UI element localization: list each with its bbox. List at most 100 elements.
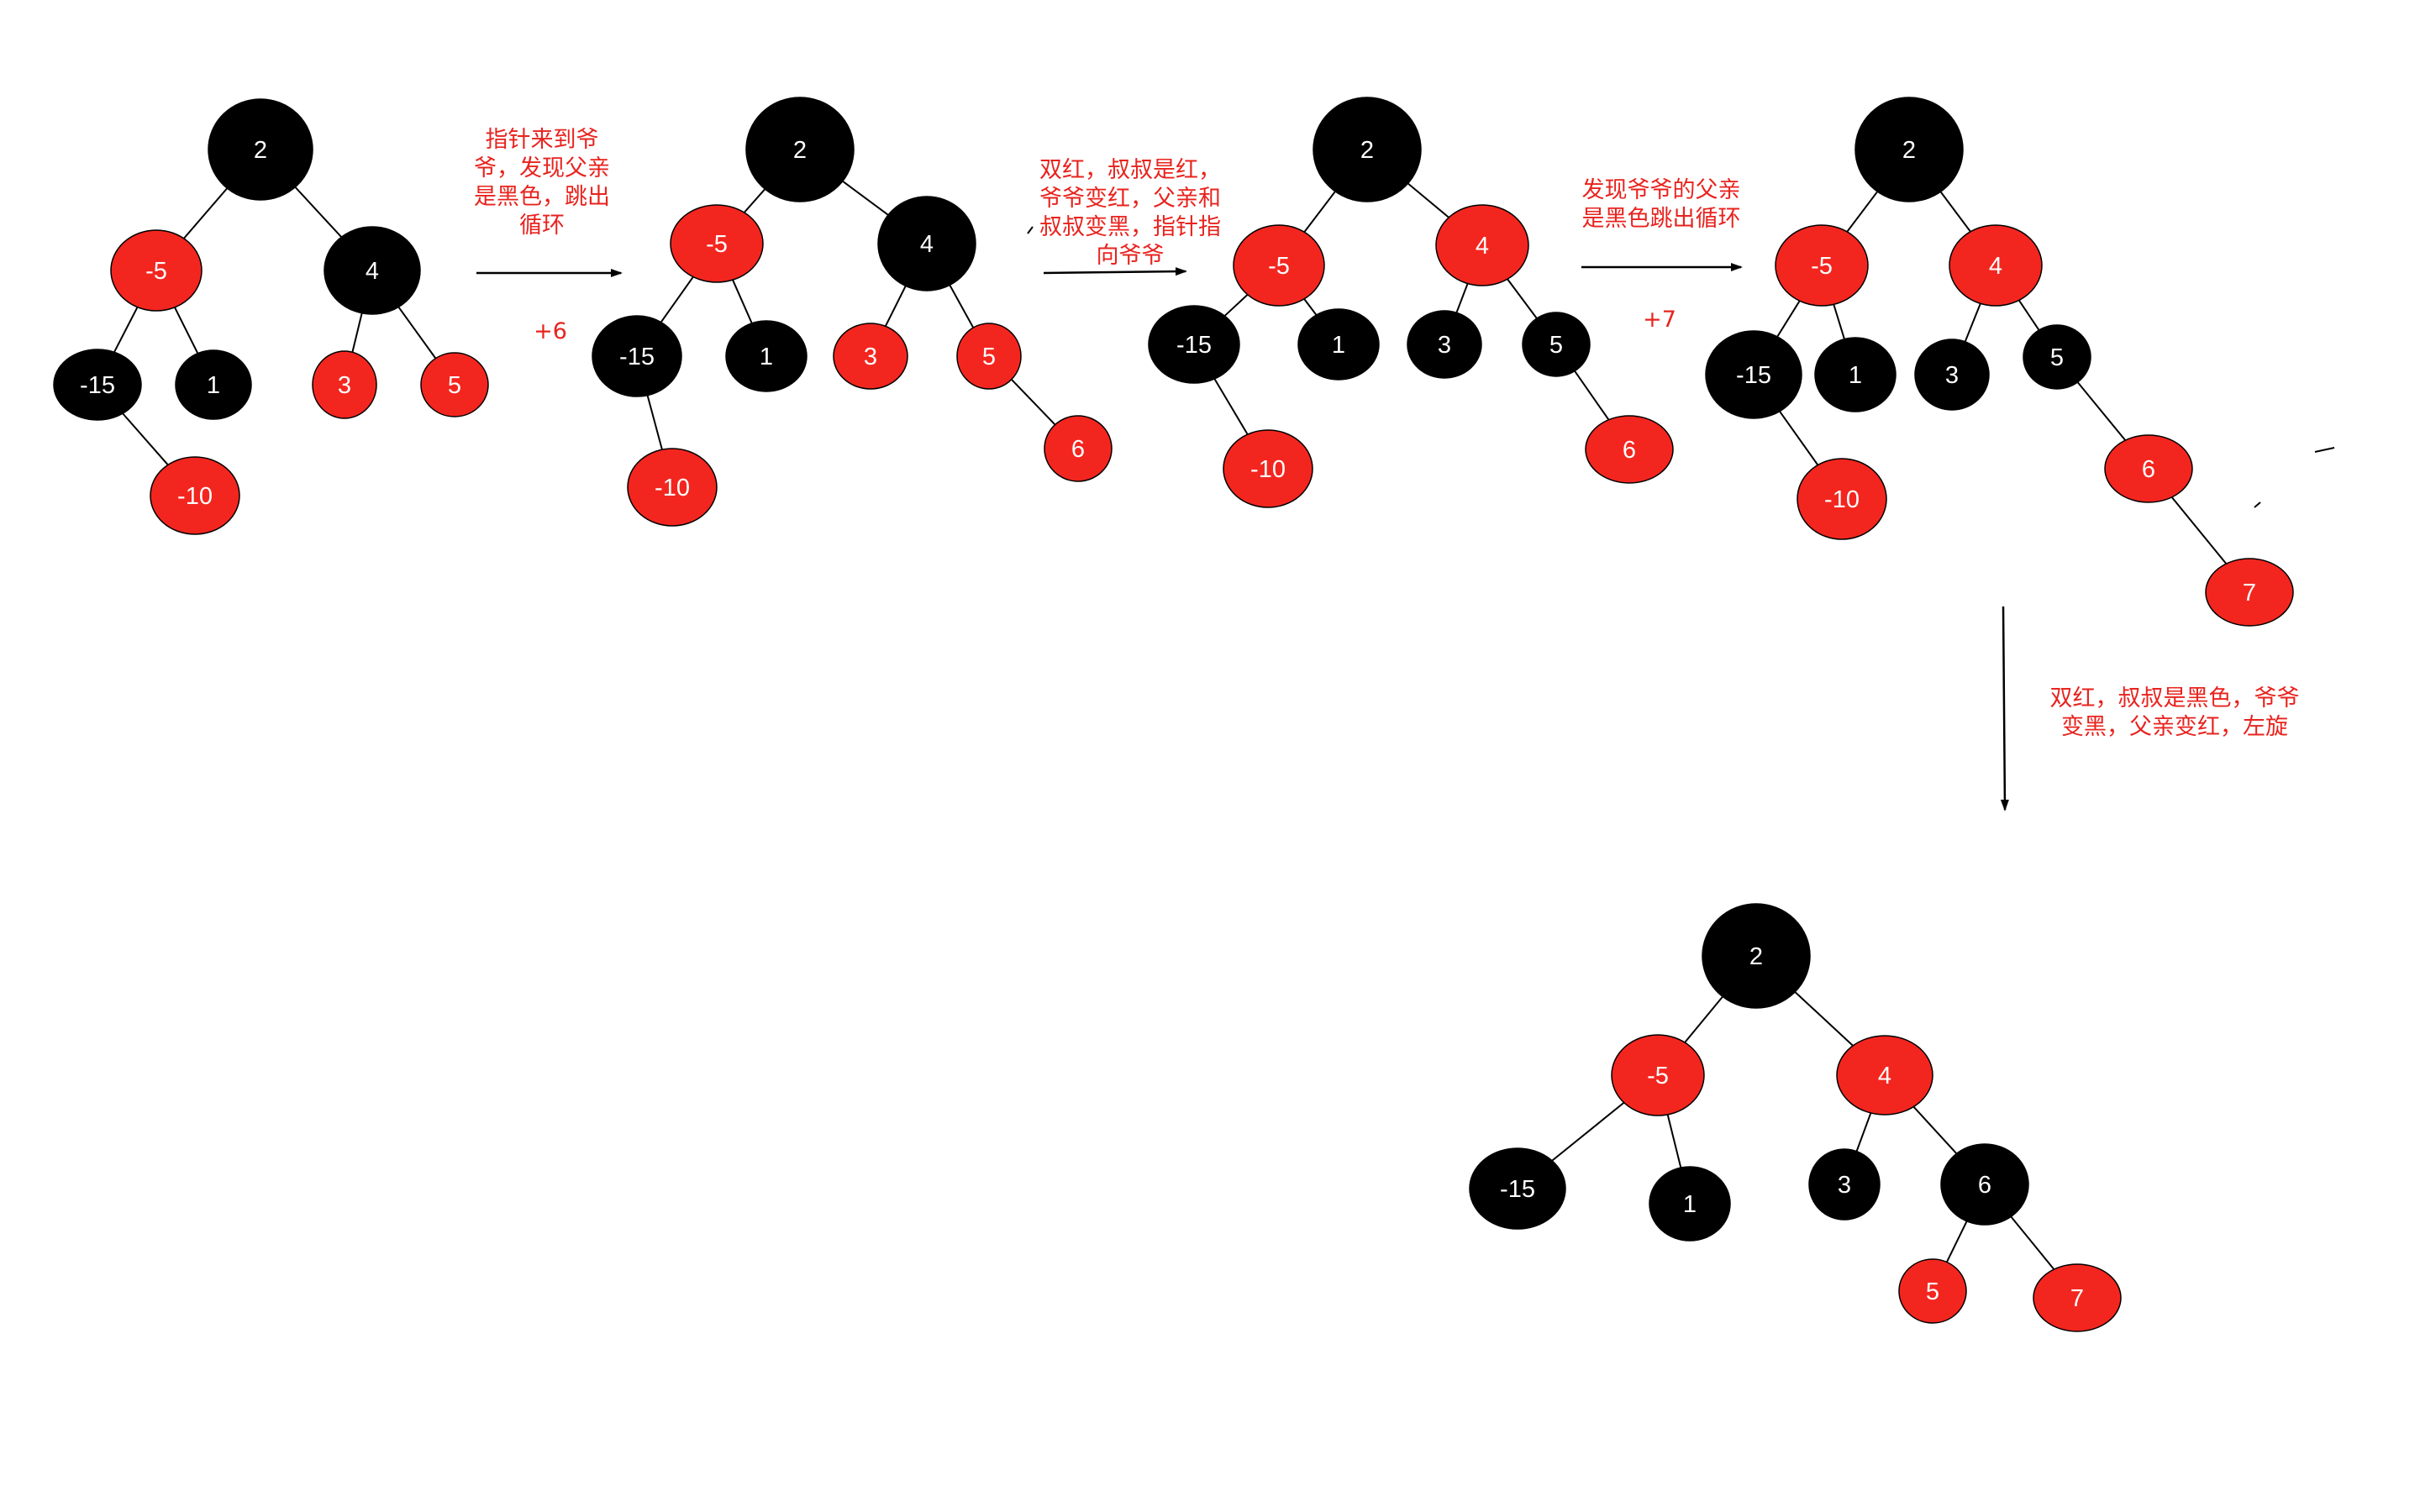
tree-3-edge-n-5-n-15 <box>1223 293 1249 317</box>
tree-2: 2 -5 4 -15 1 3 5 -10 6 <box>592 97 1113 527</box>
tree-4-edge-n-5-n-15 <box>1776 300 1801 338</box>
insert-7-label: +7 <box>1643 307 1676 333</box>
tree-4-node-n-10: -10 <box>1797 458 1887 540</box>
tree-3-edge-n-15-n-10 <box>1213 378 1249 435</box>
stray-mark-1 <box>1027 226 1034 234</box>
tree-4-node-label-n-5: -5 <box>1811 253 1833 280</box>
tree-2-node-circle-n3 <box>833 323 908 390</box>
tree-2-node-label-n6: 6 <box>1071 436 1085 463</box>
tree-4-node-n-5: -5 <box>1775 224 1869 307</box>
tree-3-node-n4: 4 <box>1435 204 1529 286</box>
tree-2-node-label-n5: 5 <box>982 344 996 370</box>
tree-5-edge-n6-n5 <box>1945 1221 1968 1263</box>
tree-3-edge-n2-n-5 <box>1303 191 1336 233</box>
tree-1-edge-n4-n5 <box>397 306 437 360</box>
tree-4-node-n1: 1 <box>1814 337 1897 412</box>
tree-1-edge-n-5-n1 <box>174 307 199 354</box>
stray-mark-2 <box>2314 447 2335 453</box>
tree-5-node-circle-n2 <box>1702 903 1811 1009</box>
step1-line-3: 是黑色，跳出 <box>474 184 610 210</box>
tree-4-edge-n4-n5 <box>2018 299 2040 331</box>
tree-5-node-n7: 7 <box>2033 1263 2122 1332</box>
step4-line-2: 变黑，父亲变红，左旋 <box>2061 714 2288 740</box>
step3-line-1: 发现爷爷的父亲 <box>1581 177 1741 203</box>
tree-2-node-label-n4: 4 <box>920 231 934 258</box>
tree-4-node-circle-n5 <box>2023 324 2091 390</box>
tree-5-node-n1: 1 <box>1649 1166 1731 1242</box>
tree-5-node-circle-n-5 <box>1611 1034 1705 1116</box>
tree-2-node-n-5: -5 <box>670 204 764 283</box>
tree-2-node-circle-n1 <box>725 320 808 392</box>
tree-4-node-n2: 2 <box>1854 97 1964 202</box>
step4-note: 双红，叔叔是黑色，爷爷 变黑，父亲变红，左旋 <box>2032 685 2317 742</box>
tree-1: 2 -5 4 -15 1 3 5 -10 <box>53 98 489 535</box>
tree-5-node-circle-n7 <box>2033 1263 2122 1332</box>
tree-3-edge-n5-n6 <box>1574 370 1610 421</box>
tree-1-node-label-n5: 5 <box>448 372 461 399</box>
tree-4-edge-n5-n6 <box>2076 381 2127 441</box>
tree-3-node-label-n2: 2 <box>1360 137 1374 164</box>
tree-4-node-label-n-15: -15 <box>1736 362 1771 389</box>
tree-4-node-n-15: -15 <box>1705 330 1802 419</box>
tree-4-node-circle-n-5 <box>1775 224 1869 307</box>
tree-1-node-n-15: -15 <box>53 349 142 421</box>
tree-5-node-circle-n1 <box>1649 1166 1731 1242</box>
step2-line-4: 向爷爷 <box>1096 243 1165 269</box>
tree-3-node-label-n1: 1 <box>1332 332 1345 359</box>
tree-1-node-n1: 1 <box>175 349 252 420</box>
tree-5-node-label-n-5: -5 <box>1647 1063 1669 1089</box>
tree-1-node-circle-n3 <box>312 350 377 419</box>
tree-2-node-n3: 3 <box>833 323 908 390</box>
tree-1-edge-n4-n3 <box>351 312 363 353</box>
step4-line-1: 双红，叔叔是黑色，爷爷 <box>2049 685 2300 711</box>
tree-4-node-circle-n-15 <box>1705 330 1802 419</box>
tree-3-node-label-n4: 4 <box>1476 233 1489 260</box>
tree-1-node-circle-n-15 <box>53 349 142 421</box>
tree-4-edge-n-5-n1 <box>1833 304 1845 339</box>
tree-3-node-n-5: -5 <box>1233 224 1325 307</box>
tree-2-node-n-15: -15 <box>592 315 682 397</box>
tree-4-edge-n4-n3 <box>1964 302 1981 343</box>
tree-4-node-circle-n2 <box>1854 97 1964 202</box>
tree-2-node-circle-n5 <box>956 323 1022 390</box>
tree-1-node-label-n-10: -10 <box>177 483 213 510</box>
tree-4-node-n6: 6 <box>2104 434 2193 503</box>
tree-3-node-circle-n3 <box>1407 310 1482 379</box>
tree-2-node-label-n3: 3 <box>864 344 877 370</box>
tree-2-node-circle-n-10 <box>627 448 718 527</box>
tree-3-node-circle-n6 <box>1585 415 1674 484</box>
tree-2-node-label-n-15: -15 <box>619 344 655 370</box>
tree-5-node-n5: 5 <box>1898 1258 1967 1324</box>
tree-3-node-n2: 2 <box>1313 97 1422 202</box>
tree-2-edge-n2-n-5 <box>743 188 766 213</box>
tree-2-node-circle-n2 <box>745 97 855 202</box>
tree-1-edge-n-5-n-15 <box>113 307 139 353</box>
tree-3-edge-n-5-n1 <box>1303 298 1318 316</box>
step3-note: 发现爷爷的父亲 是黑色跳出循环 <box>1565 176 1758 234</box>
tree-4-node-n5: 5 <box>2023 324 2091 390</box>
tree-2-edge-n-5-n-15 <box>660 276 694 323</box>
tree-4-node-circle-n-10 <box>1797 458 1887 540</box>
step2-line-3: 叔叔变黑，指针指 <box>1039 214 1221 240</box>
tree-4-node-circle-n7 <box>2205 558 2294 627</box>
tree-5-node-n4: 4 <box>1836 1035 1933 1116</box>
tree-5-node-circle-n3 <box>1808 1148 1881 1221</box>
tree-2-node-n5: 5 <box>956 323 1022 390</box>
edges-layer <box>113 180 2228 1270</box>
tree-1-node-circle-n1 <box>175 349 252 420</box>
tree-2-edge-n-15-n-10 <box>646 395 663 450</box>
tree-3-node-n5: 5 <box>1522 312 1591 377</box>
tree-2-node-n2: 2 <box>745 97 855 202</box>
tree-2-node-circle-n-5 <box>670 204 764 283</box>
tree-2-edge-n5-n6 <box>1011 379 1056 426</box>
tree-3-node-n6: 6 <box>1585 415 1674 484</box>
step-arrow-4 <box>2000 606 2009 811</box>
tree-5-node-label-n1: 1 <box>1683 1191 1697 1218</box>
step2-line-1: 双红，叔叔是红， <box>1039 157 1221 183</box>
tree-4-node-label-n5: 5 <box>2050 344 2064 371</box>
tree-1-node-n-10: -10 <box>150 456 240 535</box>
tree-4-node-label-n3: 3 <box>1945 362 1959 389</box>
tree-5-edge-n4-n6 <box>1912 1105 1958 1155</box>
tree-3-node-circle-n4 <box>1435 204 1529 286</box>
tree-1-node-n5: 5 <box>420 352 489 417</box>
